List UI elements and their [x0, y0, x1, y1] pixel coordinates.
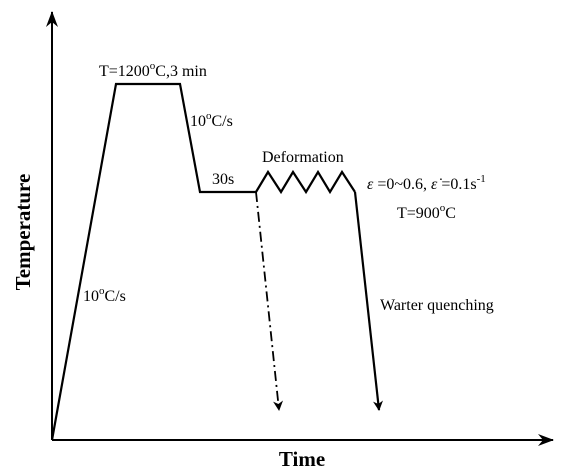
water-quench-arrow — [353, 191, 383, 411]
x-axis-label: Time — [279, 447, 325, 471]
deformation-label: Deformation — [262, 149, 344, 166]
strain-condition-label: ε =0~0.6, ε̇ =0.1s-1 — [367, 173, 486, 193]
soak-label: T=1200oC,3 min — [99, 60, 207, 80]
air-cooling-dashdot-arrow — [255, 191, 284, 411]
hold-time-label: 30s — [212, 171, 234, 188]
thermal-profile-line — [50, 82, 256, 441]
deformation-zigzag — [255, 169, 356, 195]
deformation-temperature-label: T=900oC — [397, 202, 456, 222]
heating-rate-label: 10oC/s — [83, 285, 126, 305]
cooling-rate-label: 10oC/s — [190, 110, 233, 130]
water-quenching-label: Warter quenching — [380, 297, 494, 314]
y-axis-label: Temperature — [11, 174, 35, 291]
